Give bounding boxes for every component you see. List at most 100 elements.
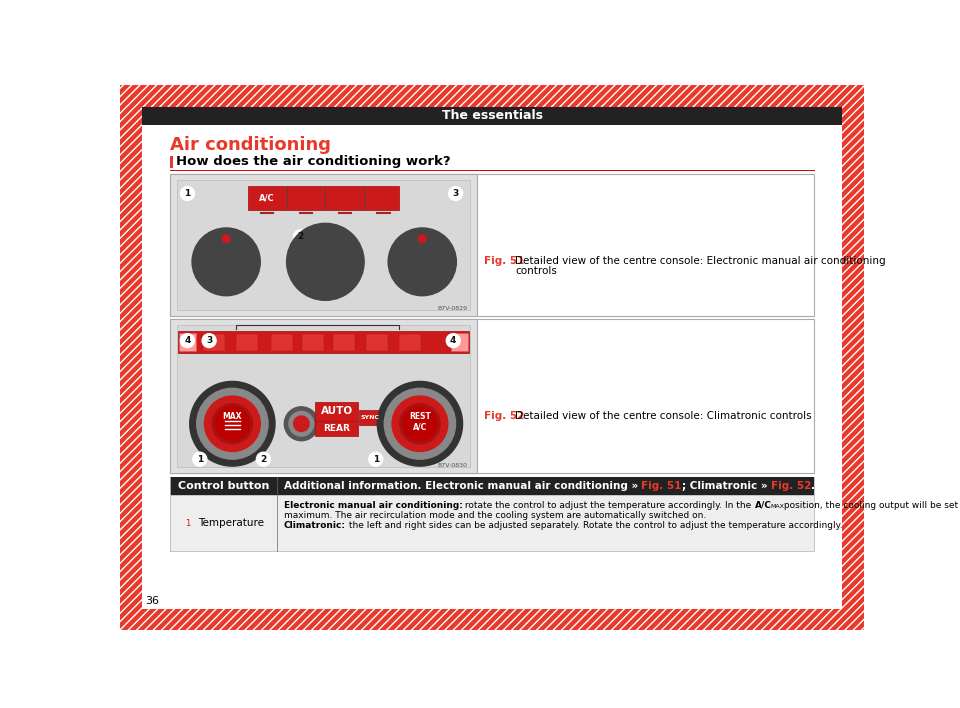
Bar <box>179 331 468 353</box>
Circle shape <box>204 396 260 452</box>
Text: MAX: MAX <box>223 411 242 421</box>
Circle shape <box>396 235 449 289</box>
Circle shape <box>203 333 216 348</box>
Text: Additional information. Electronic manual air conditioning »: Additional information. Electronic manua… <box>283 481 641 491</box>
Bar <box>120 609 864 630</box>
Text: Air conditioning: Air conditioning <box>170 136 331 154</box>
Circle shape <box>212 404 252 444</box>
Text: B7V-0830: B7V-0830 <box>437 464 468 469</box>
Circle shape <box>295 231 356 292</box>
Circle shape <box>197 389 268 459</box>
Bar <box>203 333 225 350</box>
Circle shape <box>294 229 307 244</box>
Circle shape <box>388 228 456 296</box>
Circle shape <box>180 187 194 200</box>
Circle shape <box>192 228 260 296</box>
Bar <box>170 496 814 551</box>
Circle shape <box>410 249 435 274</box>
Bar <box>120 85 864 106</box>
Bar <box>842 85 864 630</box>
Text: Fig. 52: Fig. 52 <box>484 411 524 421</box>
Text: A/C: A/C <box>413 423 427 431</box>
Bar <box>367 333 388 350</box>
Text: 1: 1 <box>184 518 190 527</box>
Circle shape <box>384 389 456 459</box>
Circle shape <box>403 407 437 440</box>
Text: 1: 1 <box>372 455 379 464</box>
Text: The essentials: The essentials <box>442 109 542 122</box>
Text: B7V-0829: B7V-0829 <box>437 307 468 312</box>
Bar <box>315 402 358 421</box>
Text: rotate the control to adjust the temperature accordingly. In the: rotate the control to adjust the tempera… <box>463 501 755 510</box>
Text: Climatronic:: Climatronic: <box>283 521 346 530</box>
Bar <box>170 173 476 316</box>
Text: AUTO: AUTO <box>321 406 353 416</box>
Bar <box>399 333 420 350</box>
Bar <box>315 421 358 436</box>
Circle shape <box>214 249 239 274</box>
Text: Electronic manual air conditioning:: Electronic manual air conditioning: <box>283 501 463 510</box>
Text: Fig. 51: Fig. 51 <box>641 481 682 491</box>
Text: A/C: A/C <box>755 501 772 510</box>
Text: 1: 1 <box>197 455 203 464</box>
Text: the left and right sides can be adjusted separately. Rotate the control to adjus: the left and right sides can be adjusted… <box>346 521 842 530</box>
Text: 4: 4 <box>184 336 191 345</box>
Circle shape <box>206 242 247 282</box>
Bar <box>177 325 470 467</box>
Text: 4: 4 <box>450 336 456 345</box>
Bar <box>179 333 196 351</box>
Circle shape <box>193 452 206 466</box>
Circle shape <box>446 333 460 348</box>
Text: Fig. 52: Fig. 52 <box>771 481 811 491</box>
Circle shape <box>377 382 463 466</box>
Text: 3: 3 <box>452 189 459 198</box>
Bar <box>842 85 864 630</box>
Text: Temperature: Temperature <box>199 518 264 528</box>
Circle shape <box>448 187 463 200</box>
Bar <box>170 319 476 473</box>
Circle shape <box>284 407 319 440</box>
Text: MAX: MAX <box>770 504 784 509</box>
Bar <box>120 85 142 630</box>
Text: 3: 3 <box>206 336 212 345</box>
Text: Fig. 51: Fig. 51 <box>484 256 524 266</box>
Bar <box>142 106 842 125</box>
Circle shape <box>215 407 250 440</box>
Text: maximum. The air recirculation mode and the cooling system are automatically swi: maximum. The air recirculation mode and … <box>283 510 706 520</box>
Circle shape <box>212 248 240 275</box>
Text: Control button: Control button <box>179 481 270 491</box>
Circle shape <box>256 452 271 466</box>
Circle shape <box>190 382 275 466</box>
Text: Detailed view of the centre console: Climatronic controls: Detailed view of the centre console: Cli… <box>516 411 812 421</box>
Circle shape <box>369 452 383 466</box>
Bar <box>170 156 173 168</box>
Circle shape <box>408 248 436 275</box>
Bar <box>302 333 324 350</box>
Bar <box>177 180 470 310</box>
Text: 2: 2 <box>260 455 267 464</box>
Circle shape <box>310 246 341 278</box>
Bar <box>248 185 399 210</box>
Text: SYNC: SYNC <box>361 415 380 420</box>
Circle shape <box>287 223 364 300</box>
Bar <box>236 333 258 350</box>
Circle shape <box>223 235 230 243</box>
Bar <box>451 333 468 351</box>
Text: Detailed view of the centre console: Electronic manual air conditioning: Detailed view of the centre console: Ele… <box>516 256 886 266</box>
Bar <box>170 477 814 496</box>
Bar <box>271 333 293 350</box>
Bar <box>359 410 381 426</box>
Text: 1: 1 <box>184 189 190 198</box>
Bar <box>120 85 142 630</box>
Circle shape <box>180 333 194 348</box>
Text: REAR: REAR <box>324 424 350 433</box>
Text: position, the cooling output will be set to: position, the cooling output will be set… <box>780 501 960 510</box>
Bar <box>120 85 864 106</box>
Bar <box>170 173 814 316</box>
Text: ; Climatronic »: ; Climatronic » <box>682 481 771 491</box>
Circle shape <box>302 239 348 285</box>
Circle shape <box>419 235 426 243</box>
Text: How does the air conditioning work?: How does the air conditioning work? <box>176 156 450 169</box>
Text: 2: 2 <box>298 232 303 241</box>
Circle shape <box>402 242 443 282</box>
